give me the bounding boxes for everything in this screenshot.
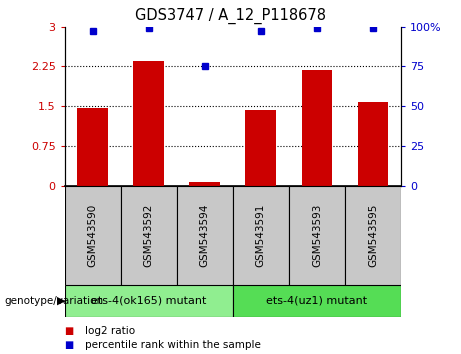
Bar: [289, 186, 345, 285]
Bar: [245, 110, 276, 186]
Bar: [133, 61, 164, 186]
Bar: [77, 108, 108, 186]
Text: ets-4(ok165) mutant: ets-4(ok165) mutant: [91, 296, 207, 306]
Bar: [177, 186, 233, 285]
Text: ets-4(uz1) mutant: ets-4(uz1) mutant: [266, 296, 367, 306]
Text: log2 ratio: log2 ratio: [85, 326, 136, 336]
Bar: [65, 285, 233, 317]
Text: GSM543592: GSM543592: [144, 204, 154, 267]
Bar: [65, 186, 121, 285]
Bar: [233, 186, 289, 285]
Text: ■: ■: [65, 340, 74, 350]
Text: genotype/variation: genotype/variation: [5, 296, 104, 306]
Text: GSM543595: GSM543595: [368, 204, 378, 267]
Bar: [345, 186, 401, 285]
Text: percentile rank within the sample: percentile rank within the sample: [85, 340, 261, 350]
Text: GDS3747 / A_12_P118678: GDS3747 / A_12_P118678: [135, 8, 326, 24]
Text: GSM543594: GSM543594: [200, 204, 210, 267]
Bar: [301, 70, 332, 186]
Text: GSM543590: GSM543590: [88, 204, 98, 267]
Text: ▶: ▶: [57, 296, 65, 306]
Text: ■: ■: [65, 326, 74, 336]
Bar: [233, 285, 401, 317]
Bar: [358, 102, 389, 186]
Bar: [121, 186, 177, 285]
Text: GSM543593: GSM543593: [312, 204, 322, 267]
Text: GSM543591: GSM543591: [256, 204, 266, 267]
Bar: [189, 182, 220, 186]
